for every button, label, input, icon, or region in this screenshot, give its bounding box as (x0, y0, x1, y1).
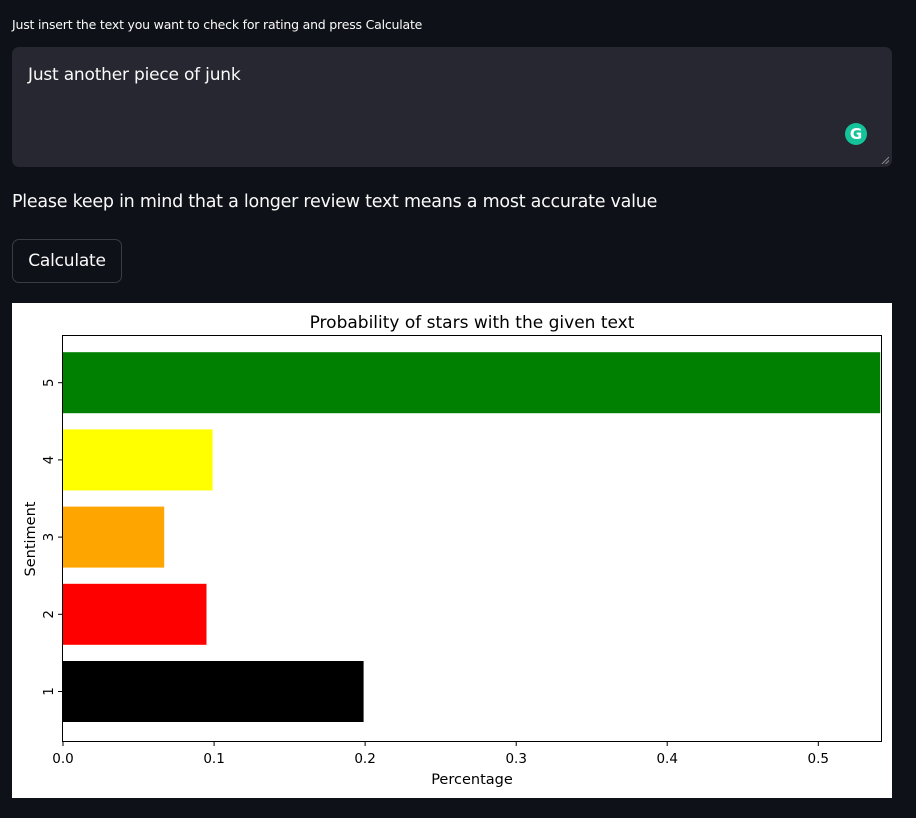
bar-sentiment-5 (63, 352, 881, 414)
chart-svg: Probability of stars with the given text… (23, 313, 882, 788)
chart-title: Probability of stars with the given text (310, 313, 635, 333)
x-tick-label-0.5: 0.5 (808, 751, 829, 767)
x-tick-label-0.1: 0.1 (203, 751, 224, 767)
axes-layer: 1 2 3 4 5 0.0 0.1 0.2 0.3 0.4 0.5 (41, 378, 829, 767)
x-tick-label-0.0: 0.0 (52, 751, 73, 767)
review-text-area[interactable]: Just another piece of junk G (12, 47, 892, 167)
y-tick-label-4: 4 (41, 456, 57, 465)
resize-handle-icon[interactable] (881, 156, 889, 164)
accuracy-notice: Please keep in mind that a longer review… (12, 192, 658, 212)
x-tick-label-0.4: 0.4 (656, 751, 677, 767)
probability-chart: Probability of stars with the given text… (12, 303, 892, 798)
y-tick-label-2: 2 (41, 610, 57, 619)
x-tick-label-0.3: 0.3 (505, 751, 526, 767)
bar-sentiment-1 (63, 661, 364, 722)
calculate-button[interactable]: Calculate (12, 239, 122, 283)
bars-layer (63, 352, 881, 722)
grammarly-icon[interactable]: G (845, 123, 867, 145)
y-axis-label: Sentiment (23, 501, 39, 576)
bar-sentiment-3 (63, 506, 165, 568)
x-tick-label-0.2: 0.2 (354, 751, 375, 767)
bar-sentiment-4 (63, 429, 213, 491)
y-tick-label-5: 5 (41, 378, 57, 387)
text-input-label: Just insert the text you want to check f… (12, 17, 423, 32)
x-axis-label: Percentage (431, 772, 513, 788)
y-tick-label-1: 1 (41, 687, 57, 696)
plot-frame (62, 335, 882, 742)
review-text-value[interactable]: Just another piece of junk (28, 65, 241, 85)
bar-sentiment-2 (63, 583, 207, 645)
y-tick-label-3: 3 (41, 533, 57, 542)
